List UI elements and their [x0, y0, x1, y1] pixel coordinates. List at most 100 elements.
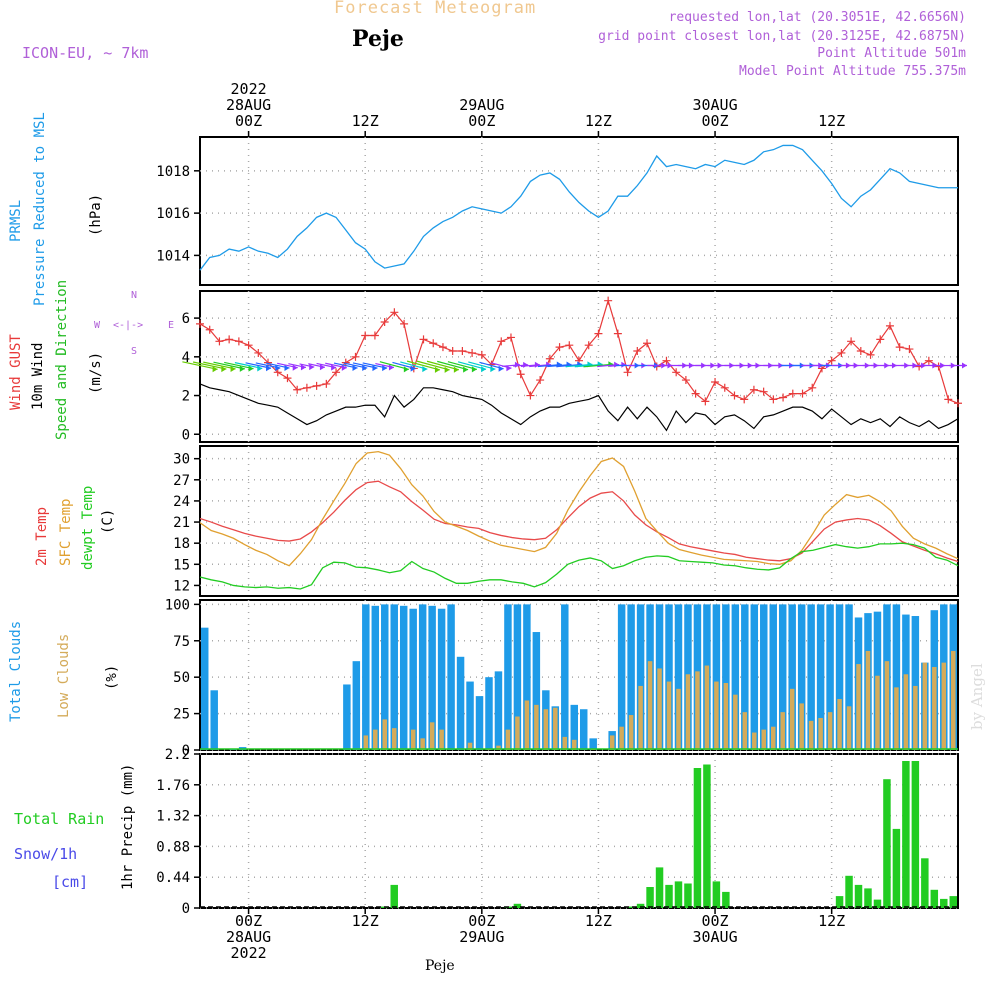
- low-cloud-bar: [647, 661, 653, 750]
- low-cloud-bar: [429, 722, 435, 750]
- total-cloud-bar: [627, 604, 635, 750]
- precip-unit: 1hr Precip (mm): [120, 763, 136, 890]
- total-cloud-bar: [580, 709, 588, 750]
- low-cloud-bar: [410, 729, 416, 750]
- low-cloud-bar: [761, 729, 767, 750]
- low-cloud-bar: [875, 675, 880, 750]
- rain-bar: [940, 898, 948, 908]
- gust-marker: [856, 347, 865, 356]
- wind-arrowhead: [962, 362, 967, 369]
- wind-arrowhead: [275, 365, 281, 372]
- gust-marker: [390, 308, 399, 317]
- bottom-time-label: 00Z: [235, 912, 263, 930]
- gust-marker: [711, 377, 720, 386]
- y-tick-label: 27: [173, 473, 190, 489]
- gust-marker: [254, 348, 263, 357]
- total-cloud-bar: [494, 671, 503, 750]
- wind-arrowhead: [331, 364, 337, 371]
- bottom-time-label: 30AUG: [692, 928, 738, 946]
- low-cloud-bar: [770, 726, 776, 750]
- low-cloud-bar: [439, 729, 444, 750]
- low-cloud-bar: [676, 688, 681, 750]
- top-time-label: 28AUG: [226, 96, 272, 114]
- low-cloud-bar: [382, 719, 388, 750]
- wind-arrowhead: [490, 366, 496, 373]
- gust-marker: [400, 319, 409, 328]
- wind-arrowhead: [422, 366, 428, 373]
- total-cloud-bar: [485, 677, 493, 750]
- wind-arrowhead: [248, 365, 254, 372]
- total-cloud-bar: [778, 604, 787, 750]
- top-time-label: 29AUG: [459, 96, 505, 114]
- compass-e: E: [168, 320, 175, 331]
- low-cloud-bar: [742, 712, 748, 750]
- gust-marker: [662, 356, 671, 365]
- compass-arrow: <-|->: [113, 320, 144, 331]
- temp-2m-label: 2m Temp: [34, 506, 50, 566]
- wind-direction-arrow: [213, 361, 245, 370]
- gust-marker: [691, 389, 700, 398]
- gust-marker: [604, 296, 613, 305]
- y-tick-label: 1014: [156, 248, 190, 264]
- wind-arrowhead: [362, 365, 368, 372]
- total-cloud-bar: [466, 681, 474, 750]
- total-cloud-bar: [750, 604, 759, 750]
- pressure-label-1: PRMSL: [8, 199, 24, 242]
- gust-marker: [468, 348, 477, 357]
- gust-marker: [808, 383, 817, 392]
- y-tick-label: 21: [173, 515, 190, 531]
- total-cloud-bar: [665, 604, 673, 750]
- y-tick-label: 50: [173, 670, 190, 686]
- rain-bar: [921, 858, 929, 908]
- compass-w: W: [94, 320, 101, 331]
- total-rain-label: Total Rain: [14, 810, 105, 828]
- bottom-time-label: 12Z: [584, 912, 612, 930]
- total-cloud-bar: [731, 604, 740, 750]
- gust-marker: [448, 347, 457, 356]
- wind-10m-label: 10m Wind: [30, 342, 46, 410]
- y-tick-label: 0: [182, 743, 190, 759]
- y-tick-label: 0.44: [156, 870, 190, 886]
- grid-lines: [200, 137, 958, 909]
- gust-marker: [497, 337, 506, 346]
- wind-arrowhead: [341, 364, 347, 371]
- y-tick-label: 2: [182, 389, 190, 405]
- gust-marker: [672, 368, 681, 377]
- total-cloud-bar: [570, 704, 578, 750]
- gust-marker: [681, 376, 690, 385]
- wind-arrowhead: [523, 361, 529, 368]
- gust-marker: [944, 395, 953, 404]
- total-cloud-bar: [911, 616, 920, 750]
- bottom-time-label: 28AUG: [226, 928, 272, 946]
- total-cloud-bar: [523, 604, 531, 750]
- gust-marker: [866, 350, 875, 359]
- gust-marker: [613, 329, 622, 338]
- low-cloud-bar: [572, 739, 577, 750]
- gust-marker: [477, 350, 486, 359]
- total-cloud-bar: [845, 604, 853, 750]
- gust-marker: [954, 399, 962, 408]
- low-cloud-bar: [619, 726, 624, 750]
- total-cloud-bar: [636, 604, 645, 750]
- rain-bar: [873, 899, 882, 908]
- total-cloud-bar: [399, 605, 408, 750]
- low-cloud-bar: [941, 662, 947, 750]
- footer-location: Peje: [425, 958, 455, 974]
- rain-bar: [655, 867, 664, 908]
- wind-arrowhead: [498, 365, 504, 372]
- temp-dewpt-label: dewpt Temp: [80, 485, 96, 570]
- panel-frame: [199, 290, 959, 443]
- gust-marker: [594, 329, 603, 338]
- total-cloud-bar: [769, 604, 777, 750]
- rain-bar: [845, 875, 853, 908]
- temp-sfc-line: [199, 450, 959, 567]
- gust-marker: [205, 325, 214, 334]
- total-cloud-bar: [674, 604, 683, 750]
- total-cloud-bar: [418, 604, 427, 750]
- gust-marker: [419, 335, 428, 344]
- total-cloud-bar: [428, 605, 436, 750]
- data-marks: [182, 144, 967, 908]
- rain-bar: [390, 884, 398, 908]
- pressure-line: [199, 144, 958, 271]
- wind-line: [199, 383, 959, 432]
